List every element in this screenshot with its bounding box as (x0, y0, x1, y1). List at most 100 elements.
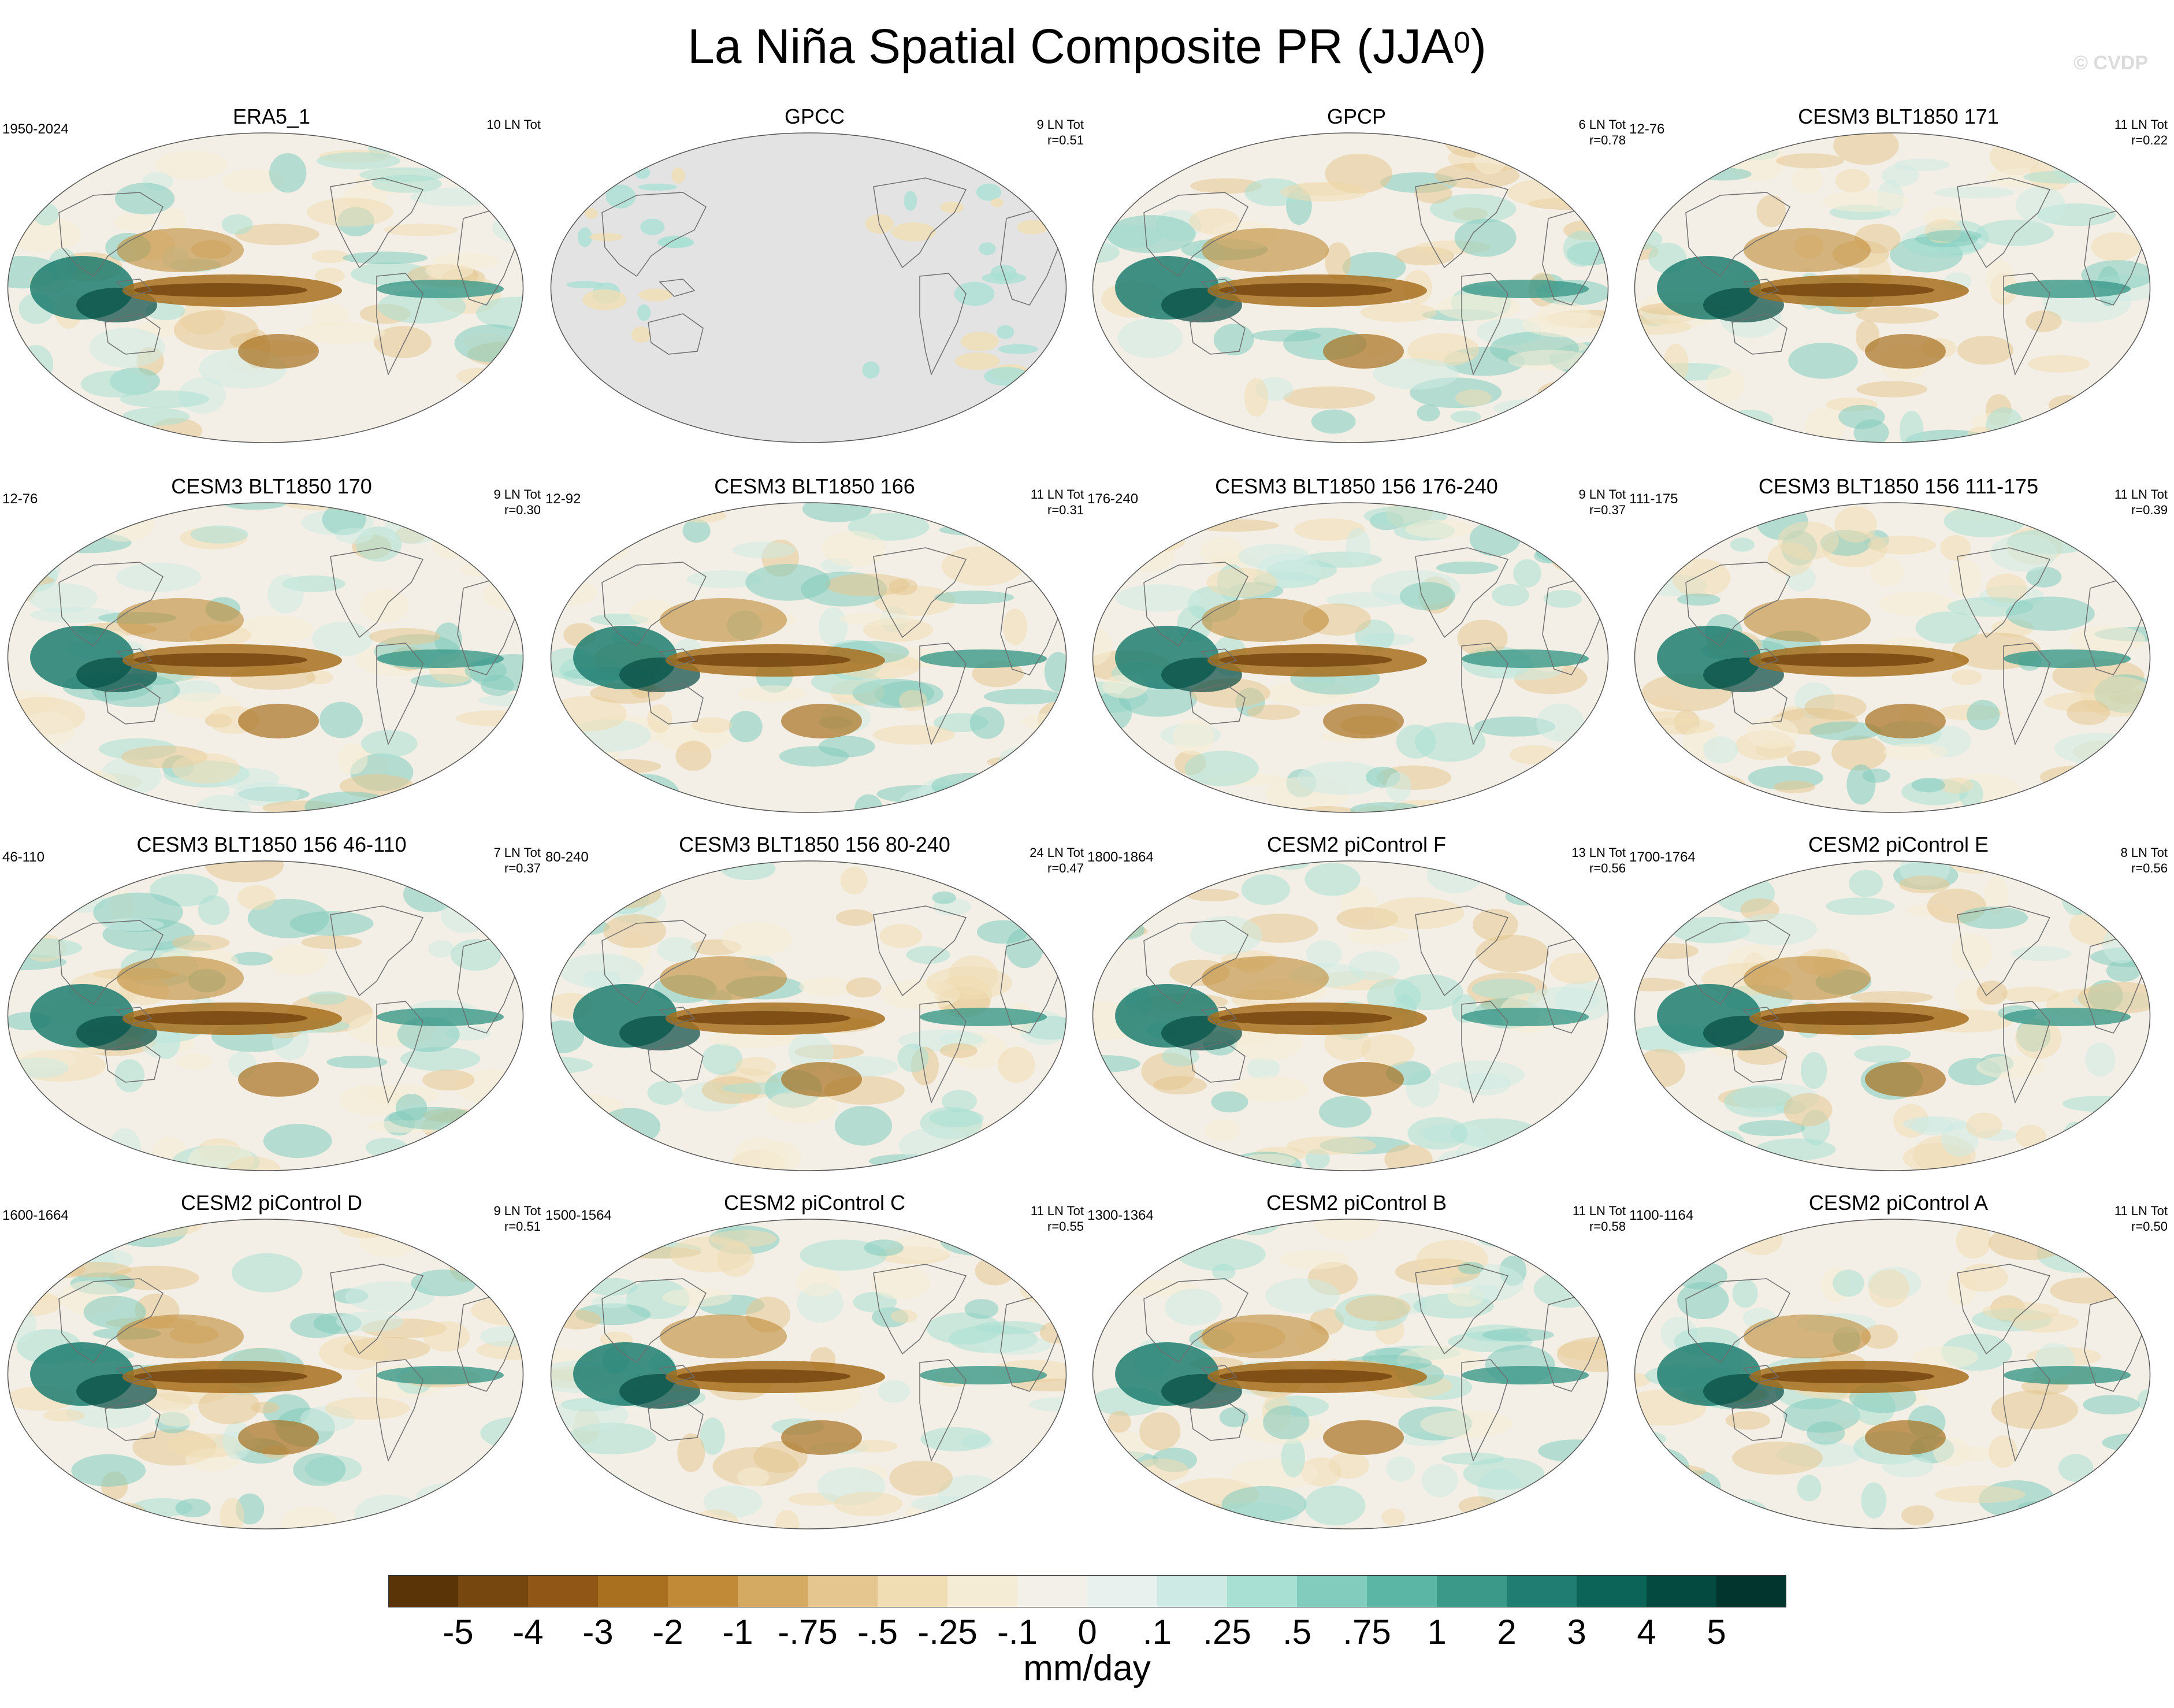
anomaly-blob (802, 503, 872, 522)
panel-stats: 11 LN Tot r=0.39 (2114, 487, 2168, 518)
coastline (648, 683, 704, 725)
pattern-correlation: r=0.51 (504, 1219, 541, 1234)
coastline (1201, 1007, 1237, 1025)
colorbar-segment (1087, 1575, 1158, 1607)
anomaly-blob (1883, 743, 1948, 760)
anomaly-dry-south (781, 1420, 862, 1455)
pattern-correlation: r=0.39 (2131, 503, 2168, 517)
anomaly-blob (1683, 773, 1747, 801)
coastline (58, 562, 163, 647)
panel-title: CESM3 BLT1850 156 111-175 (1758, 474, 2039, 498)
panel-stats: 7 LN Tot r=0.37 (493, 845, 541, 876)
pattern-correlation: r=0.50 (2131, 1219, 2168, 1234)
anomaly-blob (961, 332, 999, 351)
anomaly-blob (1556, 1336, 1608, 1372)
anomaly-blob (1350, 802, 1423, 812)
anomaly-blob (1634, 1119, 1657, 1156)
coastline (105, 683, 161, 725)
colorbar (388, 1575, 1786, 1607)
anomaly-blob (280, 1506, 340, 1529)
anomaly-blob (1849, 991, 1934, 1004)
anomaly-blob (2097, 1153, 2129, 1171)
map-panel: CESM2 piControl B 1300-1364 11 LN Tot r=0.5… (1085, 1190, 1628, 1549)
coastline (873, 905, 967, 997)
anomaly-blob (2110, 1497, 2150, 1513)
anomaly-blob (954, 281, 995, 306)
anomaly-blob (1286, 1136, 1377, 1155)
anomaly-blob (902, 1221, 990, 1234)
coastline (1957, 1264, 2051, 1355)
anomaly-blob (1521, 1506, 1556, 1527)
anomaly-blob (862, 361, 880, 379)
anomaly-dry-core (134, 653, 307, 667)
colorbar-tick-label: .5 (1282, 1613, 1312, 1651)
anomaly-blob (1244, 178, 1303, 206)
anomaly-blob (2071, 1223, 2150, 1237)
panel-stats: 6 LN Tot r=0.78 (1578, 117, 1626, 148)
anomaly-blob (8, 779, 45, 805)
anomaly-blob (1407, 333, 1480, 367)
coastline (2003, 273, 2050, 376)
anomaly-blob (198, 1388, 261, 1424)
coastline (330, 547, 424, 638)
anomaly-dry-north (117, 1315, 244, 1358)
anomaly-blob (1679, 425, 1726, 443)
anomaly-blob (1360, 302, 1437, 322)
anomaly-blob (314, 268, 345, 284)
colorbar-tick-label: 0 (1077, 1613, 1097, 1651)
anomaly-wet-atlantic (920, 1008, 1047, 1026)
anomaly-blob (251, 1401, 280, 1413)
anomaly-blob (1939, 777, 1974, 794)
anomaly-blob (2015, 1019, 2062, 1059)
anomaly-blob (1092, 861, 1134, 886)
anomaly-blob (466, 861, 515, 881)
map-border (7, 1219, 524, 1529)
anomaly-wet-atlantic (377, 1008, 504, 1026)
anomaly-blob (591, 1295, 630, 1309)
anomaly-dry-north (1202, 598, 1329, 642)
coastline (1190, 1399, 1246, 1441)
coastline (601, 1278, 707, 1364)
anomaly-blob (1092, 133, 1152, 150)
event-count: 24 LN Tot (1030, 845, 1084, 860)
anomaly-blob (1314, 1219, 1380, 1241)
anomaly-blob (962, 1221, 1024, 1245)
anomaly-blob (1940, 535, 1971, 561)
coastline (1685, 192, 1790, 277)
anomaly-blob (1933, 1438, 1971, 1467)
anomaly-blob (1476, 1227, 1526, 1247)
anomaly-blob (834, 1105, 893, 1146)
colorbar-segment (878, 1575, 948, 1607)
anomaly-blob (471, 421, 523, 435)
anomaly-blob (1541, 1162, 1585, 1171)
figure-title: La Niña Spatial Composite PR (JJA0) (0, 17, 2174, 75)
anomaly-blob (616, 861, 656, 890)
anomaly-blob (1580, 1087, 1608, 1108)
anomaly-blob (343, 251, 428, 265)
anomaly-blob (1756, 195, 1786, 228)
panel-title: CESM2 piControl F (1266, 833, 1447, 856)
map-panel: CESM3 BLT1850 170 12-76 9 LN Tot r=0.30 (0, 474, 543, 832)
anomaly-blob (1949, 559, 1982, 597)
anomaly-dry-core (1219, 283, 1392, 297)
coastline (330, 177, 424, 269)
event-count: 7 LN Tot (493, 845, 541, 860)
coastline (919, 273, 967, 376)
anomaly-dry-north (1744, 1315, 1871, 1358)
anomaly-blob (89, 328, 165, 368)
anomaly-blob (312, 622, 373, 656)
anomaly-blob (12, 174, 42, 209)
anomaly-blob (2117, 378, 2150, 404)
anomaly-blob (691, 717, 733, 733)
anomaly-blob (2083, 1395, 2140, 1414)
anomaly-blob (934, 861, 1012, 875)
anomaly-blob (738, 685, 807, 703)
anomaly-blob (1435, 1060, 1525, 1090)
anomaly-blob (1783, 1398, 1860, 1433)
coastline (330, 905, 424, 997)
event-count: 11 LN Tot (2114, 117, 2168, 132)
anomaly-blob (8, 861, 73, 889)
event-count: 11 LN Tot (2114, 1204, 2168, 1218)
anomaly-blob (918, 1159, 958, 1171)
coastline (1742, 1365, 1779, 1383)
